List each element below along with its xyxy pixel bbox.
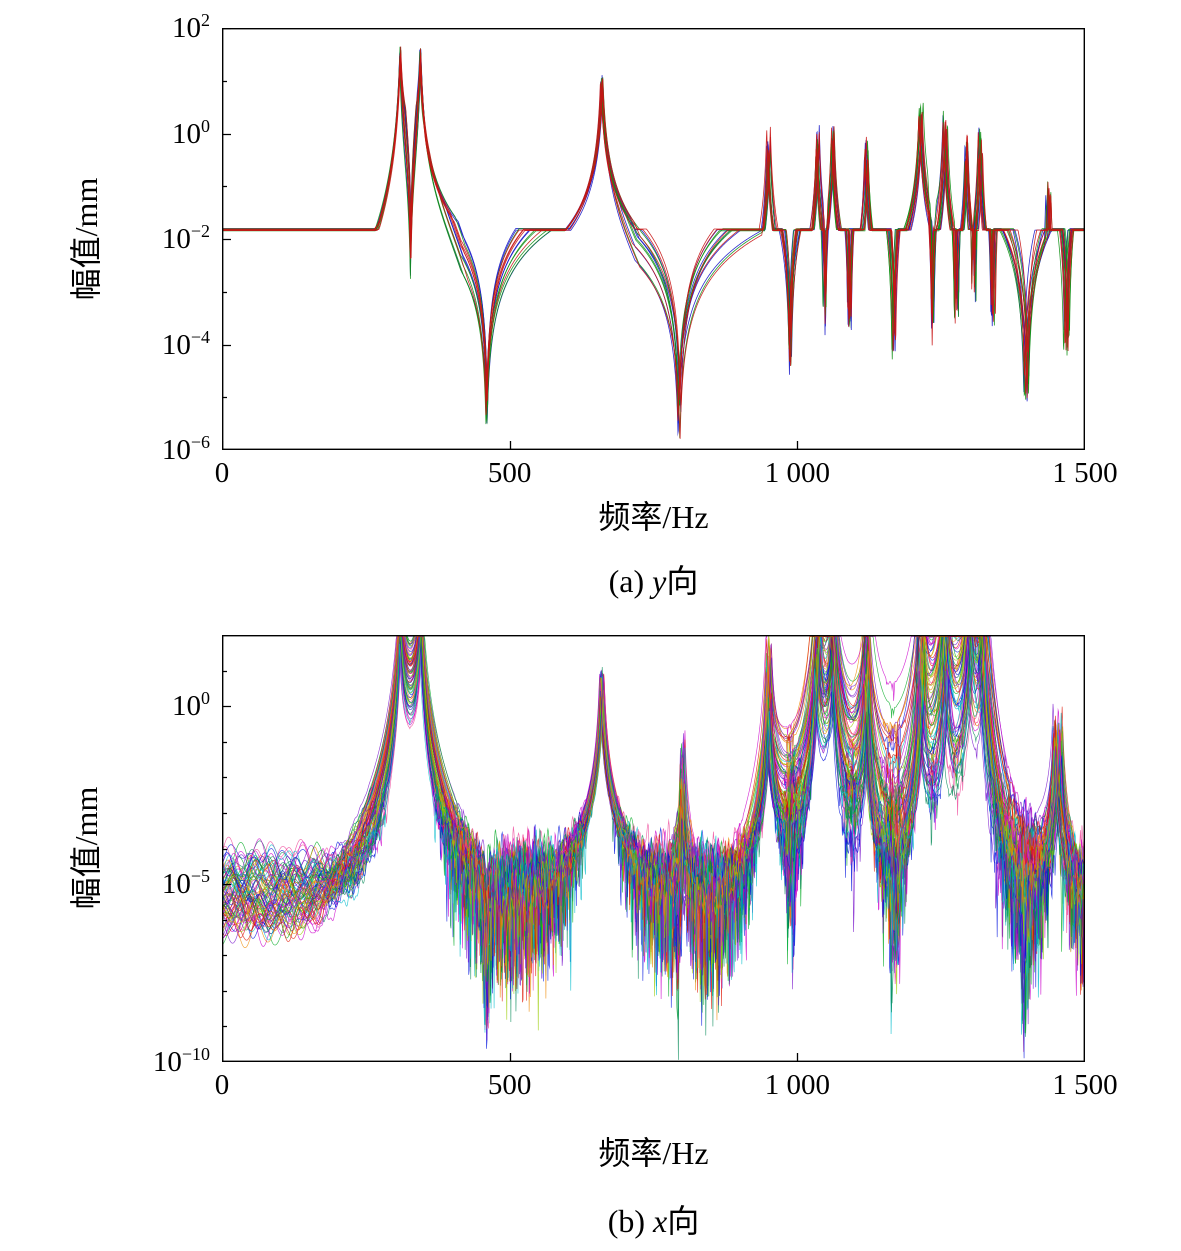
- subplot-caption-b: (b) x向: [222, 1196, 1085, 1242]
- caption-variable: x: [653, 1203, 668, 1239]
- x-tick-label: 500: [487, 457, 532, 489]
- x-tick-label: 0: [214, 1069, 230, 1101]
- y-tick-label: 102: [172, 10, 210, 44]
- x-tick-label: 1 000: [764, 1069, 830, 1101]
- y-tick-label: 10−6: [161, 432, 210, 466]
- x-axis-title: 频率/Hz: [598, 499, 709, 535]
- x-axis-title: 频率/Hz: [598, 1135, 709, 1171]
- x-tick-label: 0: [214, 457, 230, 489]
- y-tick-label: 10−5: [161, 866, 210, 900]
- caption-variable: y: [652, 563, 667, 599]
- frf-curves-canvas-x: [222, 635, 1085, 1062]
- x-tick-label: 1 500: [1052, 1069, 1118, 1101]
- caption-suffix: 向: [667, 1203, 700, 1239]
- subplot-caption-a: (a) y向: [222, 556, 1085, 602]
- caption-prefix: (b): [607, 1203, 654, 1239]
- y-tick-label: 10−10: [152, 1044, 210, 1078]
- caption-suffix: 向: [666, 563, 699, 599]
- plot-area-y: [222, 28, 1085, 450]
- x-tick-label: 500: [487, 1069, 532, 1101]
- y-tick-label: 100: [172, 115, 210, 150]
- y-tick-label: 10−4: [161, 326, 210, 361]
- frf-curves-canvas-y: [222, 28, 1085, 450]
- y-axis-title: 幅值/mm: [68, 177, 104, 301]
- x-tick-label: 1 500: [1052, 457, 1118, 489]
- y-axis-title: 幅值/mm: [68, 786, 104, 910]
- x-tick-label: 1 000: [764, 457, 830, 489]
- plot-area-x: [222, 635, 1085, 1062]
- y-tick-label: 100: [172, 688, 210, 723]
- y-tick-label: 10−2: [161, 221, 210, 255]
- caption-prefix: (a): [608, 563, 653, 599]
